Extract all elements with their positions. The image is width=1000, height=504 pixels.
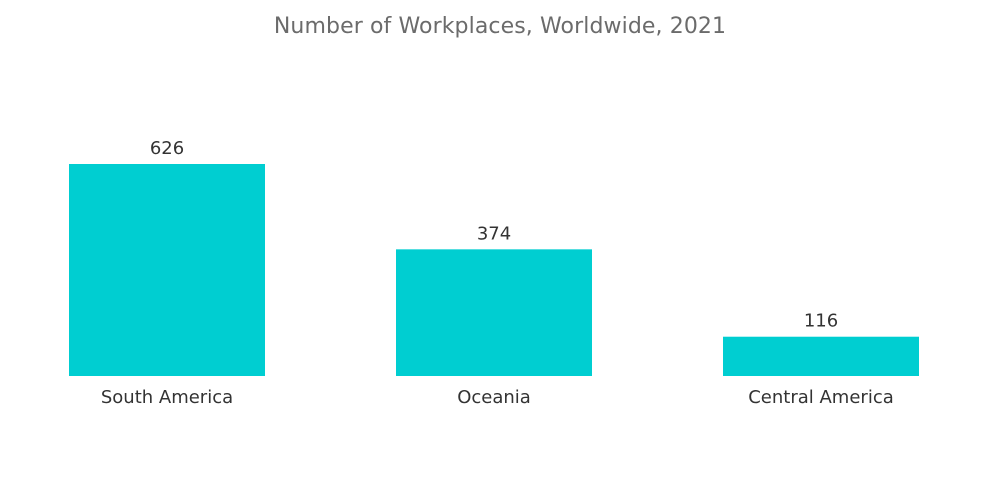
category-label-oceania: Oceania xyxy=(457,387,531,408)
data-label-south-america: 626 xyxy=(150,138,184,159)
category-label-central-america: Central America xyxy=(748,387,894,408)
bar-central-america xyxy=(723,336,919,376)
data-label-central-america: 116 xyxy=(804,311,838,332)
category-label-south-america: South America xyxy=(101,387,233,408)
bar-south-america xyxy=(69,164,265,376)
chart-title: Number of Workplaces, Worldwide, 2021 xyxy=(273,14,727,39)
data-label-oceania: 374 xyxy=(477,223,511,244)
bar-oceania xyxy=(396,249,592,376)
